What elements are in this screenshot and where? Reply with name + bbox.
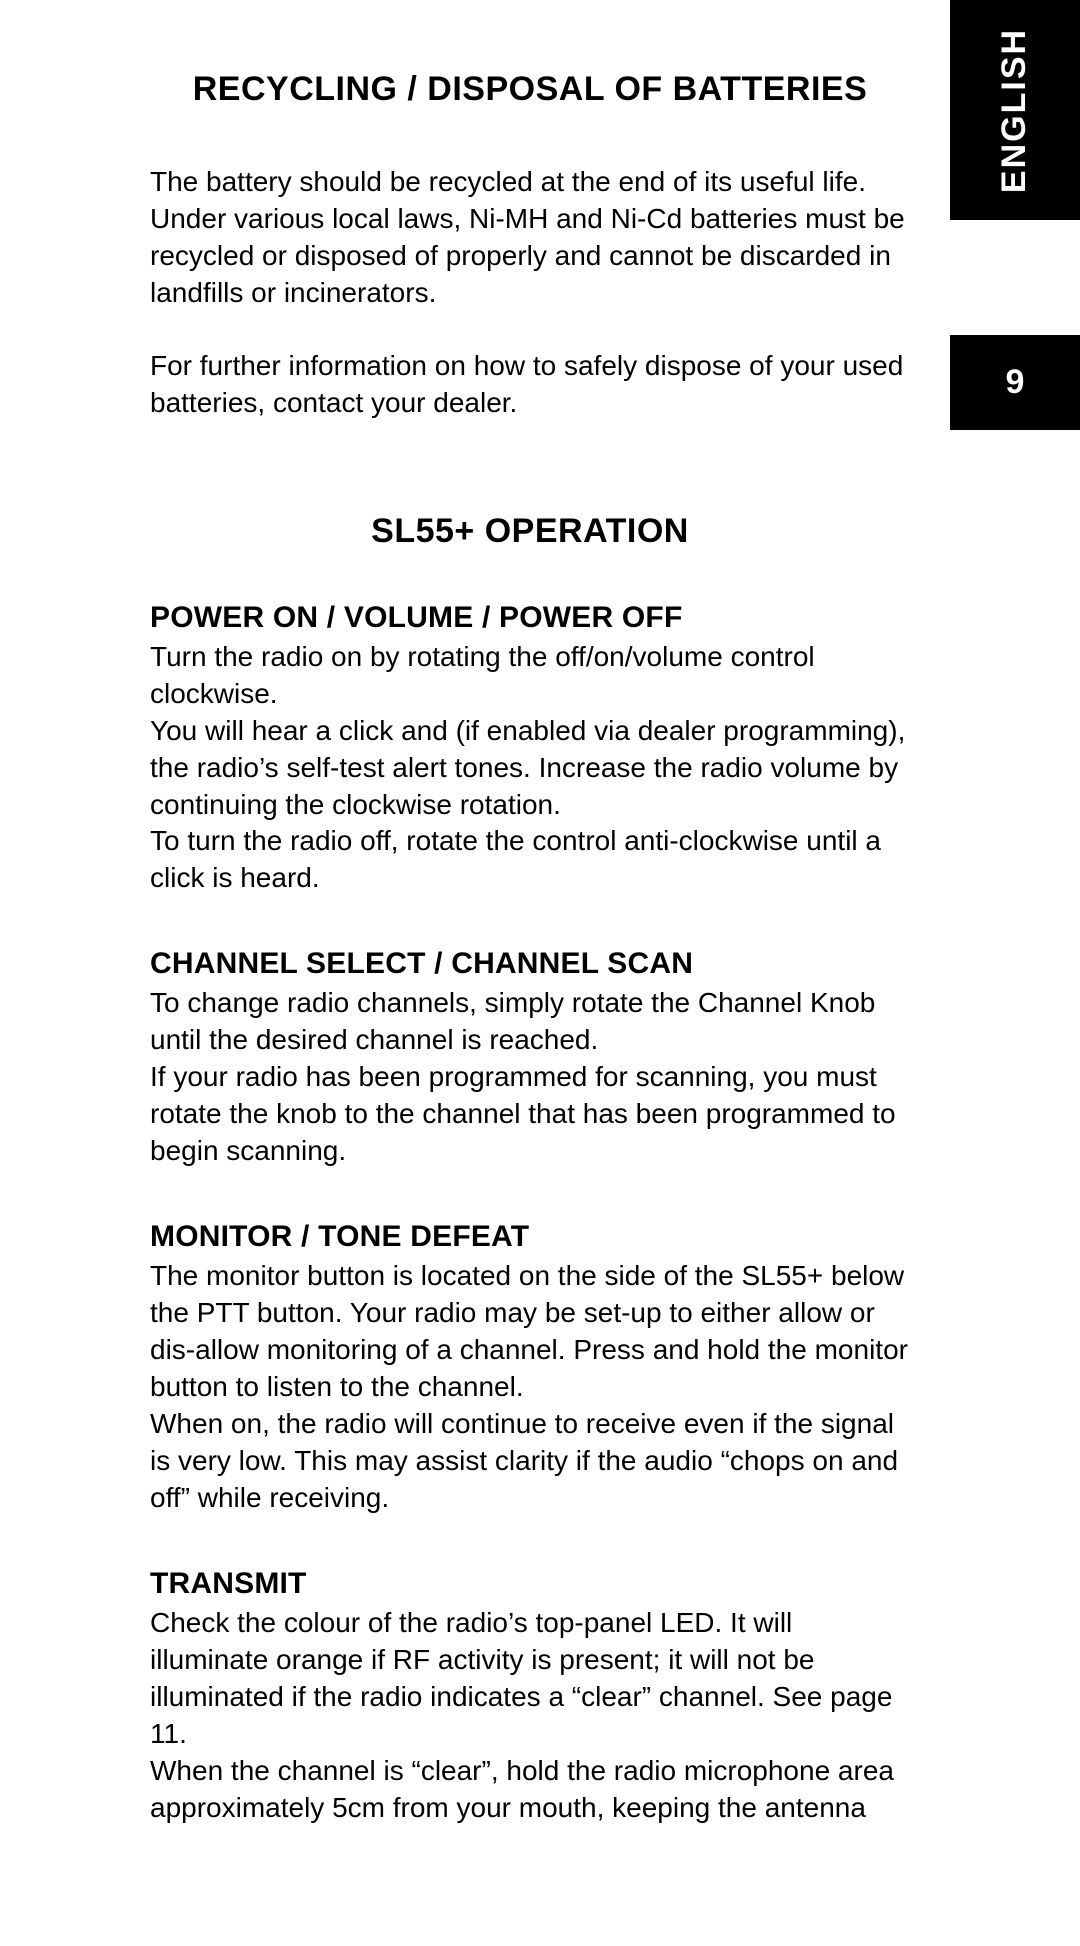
body-text: For further information on how to safely…	[150, 348, 910, 422]
subsection-heading: TRANSMIT	[150, 1567, 910, 1601]
subsection-heading: POWER ON / VOLUME / POWER OFF	[150, 601, 910, 635]
subsection-monitor: MONITOR / TONE DEFEAT The monitor button…	[150, 1220, 910, 1517]
body-text: If your radio has been programmed for sc…	[150, 1059, 910, 1170]
page-content: RECYCLING / DISPOSAL OF BATTERIES The ba…	[150, 70, 910, 1827]
section-heading-recycling: RECYCLING / DISPOSAL OF BATTERIES	[150, 70, 910, 109]
body-text: Check the colour of the radio’s top-pane…	[150, 1605, 910, 1753]
section-heading-operation: SL55+ OPERATION	[150, 512, 910, 551]
body-text: When on, the radio will continue to rece…	[150, 1406, 910, 1517]
language-tab: ENGLISH	[950, 0, 1080, 220]
body-text: The battery should be recycled at the en…	[150, 164, 910, 312]
subsection-transmit: TRANSMIT Check the colour of the radio’s…	[150, 1567, 910, 1827]
page-number-tab: 9	[950, 335, 1080, 430]
body-text: To turn the radio off, rotate the contro…	[150, 823, 910, 897]
language-label: ENGLISH	[996, 27, 1035, 192]
subsection-channel: CHANNEL SELECT / CHANNEL SCAN To change …	[150, 947, 910, 1170]
body-text: Turn the radio on by rotating the off/on…	[150, 639, 910, 713]
body-text: To change radio channels, simply rotate …	[150, 985, 910, 1059]
body-text: The monitor button is located on the sid…	[150, 1258, 910, 1406]
subsection-heading: MONITOR / TONE DEFEAT	[150, 1220, 910, 1254]
subsection-power: POWER ON / VOLUME / POWER OFF Turn the r…	[150, 601, 910, 898]
manual-page: ENGLISH 9 RECYCLING / DISPOSAL OF BATTER…	[0, 0, 1080, 1946]
body-text: You will hear a click and (if enabled vi…	[150, 713, 910, 824]
body-text: When the channel is “clear”, hold the ra…	[150, 1753, 910, 1827]
subsection-heading: CHANNEL SELECT / CHANNEL SCAN	[150, 947, 910, 981]
page-number: 9	[1006, 363, 1025, 402]
